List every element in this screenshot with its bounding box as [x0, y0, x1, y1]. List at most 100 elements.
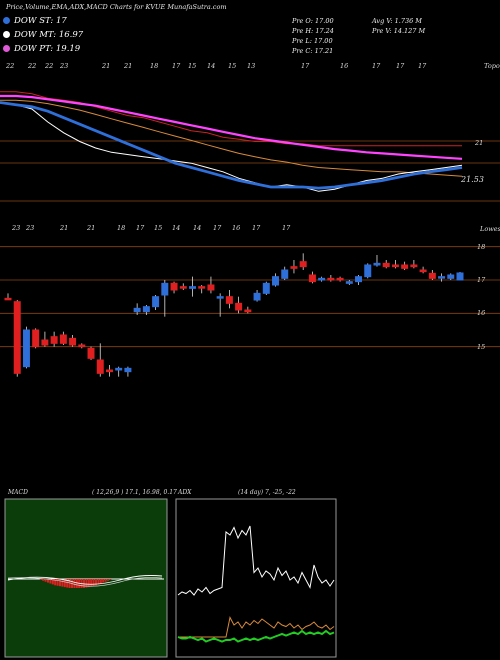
candle-body: [207, 284, 215, 291]
macd-hist-bar: [56, 579, 59, 586]
legend-swatch-icon: [3, 45, 10, 52]
ema-date-label: 17: [418, 62, 427, 70]
candle-body: [96, 359, 104, 374]
ema-date-label: 21: [102, 62, 111, 70]
ema-date-label: 15: [188, 62, 197, 70]
candle-body: [244, 309, 252, 313]
macd-hist-bar: [95, 579, 97, 586]
macd-hist-bar: [59, 579, 61, 587]
macd-hist-bar: [49, 579, 52, 584]
candle-body: [152, 296, 160, 308]
ema-date-label: 13: [247, 62, 256, 70]
candle-body: [87, 347, 95, 359]
ema-date-label: 22: [45, 62, 54, 70]
candle-date-label: 21: [87, 224, 96, 232]
candle-y-tick-label: 18: [477, 242, 486, 251]
candle-body: [355, 276, 363, 283]
legend-dow-pt: DOW PT: 19.19: [3, 44, 80, 54]
candle-date-label: 17: [213, 224, 222, 232]
candle-date-label: 14: [172, 224, 181, 232]
candle-body: [299, 261, 307, 268]
legend-swatch-icon: [3, 31, 10, 38]
adx-panel-bg: [175, 498, 337, 658]
macd-hist-bar: [102, 579, 105, 583]
macd-hist-bar: [68, 579, 71, 588]
candle-body: [179, 286, 187, 289]
candle-date-label: 15: [154, 224, 163, 232]
macd-hist-bar: [83, 579, 85, 588]
macd-hist-bar: [39, 579, 42, 580]
macd-signal-line: [7, 577, 163, 587]
macd-hist-bar: [99, 579, 102, 584]
candle-body: [327, 277, 335, 281]
macd-hist-bar: [90, 579, 93, 587]
candle-body: [198, 286, 206, 289]
macd-hist-bar: [97, 579, 100, 585]
ema-series-line-1: [0, 94, 463, 160]
candle-y-tick-label: 16: [477, 309, 486, 318]
ema-date-label: 14: [207, 62, 216, 70]
adx-series-line-2: [177, 629, 335, 643]
ema-grid-lines: [0, 140, 500, 202]
candle-body: [216, 296, 224, 299]
macd-hist-bar: [75, 579, 78, 588]
candle-body: [105, 369, 113, 373]
adx-series: [177, 525, 335, 643]
candle-date-label: 21: [60, 224, 69, 232]
candle-body: [447, 274, 455, 279]
candle-grid-lines: [0, 246, 500, 348]
ema-series-line-2: [0, 99, 463, 177]
candle-body: [336, 277, 344, 281]
candle-date-label: 17: [252, 224, 261, 232]
macd-hist-bar: [73, 579, 76, 588]
macd-hist-bar: [51, 579, 54, 585]
macd-title: MACD: [8, 489, 28, 496]
macd-hist-bar: [85, 579, 88, 588]
ema-date-label: 22: [28, 62, 37, 70]
macd-series: [7, 575, 164, 588]
ema-price-label-21: 21: [475, 139, 484, 147]
candle-body: [401, 264, 409, 269]
candle-body: [364, 264, 372, 278]
candle-body: [281, 269, 289, 279]
candle-body: [308, 274, 316, 283]
adx-series-line-1: [178, 616, 335, 638]
candle-series: [4, 253, 464, 377]
candle-body: [225, 296, 233, 304]
candle-body: [41, 339, 49, 346]
candle-body: [59, 334, 67, 344]
candle-body: [253, 292, 261, 301]
candle-body: [69, 337, 77, 346]
macd-hist-bar: [63, 579, 66, 588]
macd-hist-bar: [44, 579, 47, 582]
stat-pre-high: Pre H: 17.24: [292, 27, 334, 35]
candle-date-label: 17: [282, 224, 291, 232]
candle-body: [124, 367, 132, 373]
ema-date-label: 17: [172, 62, 181, 70]
macd-hist-bar: [104, 579, 107, 582]
candle-body: [188, 286, 196, 289]
candle-date-label: 23: [12, 224, 21, 232]
chart-title: Price,Volume,EMA,ADX,MACD Charts for KVU…: [6, 3, 227, 11]
stat-pre-open: Pre O: 17.00: [292, 17, 334, 25]
candle-body: [4, 297, 12, 301]
adx-title: ADX: [178, 489, 192, 496]
candle-date-label: 17: [136, 224, 145, 232]
macd-hist-bar: [107, 579, 109, 581]
candle-corner-label: Lowes: [480, 225, 500, 233]
candle-body: [161, 282, 169, 296]
candle-body: [345, 281, 353, 284]
macd-hist-bar: [42, 579, 45, 581]
candle-body: [13, 301, 21, 374]
legend-dow-mt: DOW MT: 16.97: [3, 30, 83, 40]
candle-date-label: 23: [26, 224, 35, 232]
candle-body: [115, 367, 123, 371]
ema-date-label: 17: [301, 62, 310, 70]
macd-hist-bar: [109, 579, 112, 580]
candle-y-tick-label: 17: [477, 276, 486, 284]
macd-params: ( 12,26,9 ) 17.1, 16.98, 0.17: [92, 489, 177, 496]
macd-hist-bar: [66, 579, 69, 588]
stat-avg-volume: Avg V: 1.736 M: [372, 17, 422, 25]
macd-hist-bar: [54, 579, 57, 586]
